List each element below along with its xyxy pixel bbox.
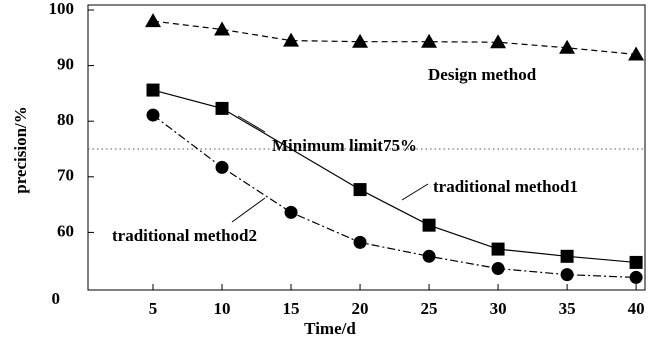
series-label: traditional method1	[433, 177, 578, 196]
marker	[422, 218, 436, 232]
marker	[491, 262, 505, 276]
y-tick-label: 80	[57, 110, 74, 129]
x-tick-label: 10	[214, 299, 231, 318]
marker	[421, 33, 438, 48]
y-tick-label: 60	[57, 221, 74, 240]
plot-frame	[87, 4, 646, 291]
x-tick-label: 35	[559, 299, 576, 318]
x-axis-label: Time/d	[304, 319, 356, 338]
x-tick-label: 30	[490, 299, 507, 318]
marker	[352, 33, 369, 48]
series-label: traditional method2	[112, 226, 257, 245]
series-line	[152, 20, 637, 56]
marker	[491, 242, 505, 256]
x-tick-label: 15	[283, 299, 300, 318]
y-axis-label: precision/%	[11, 106, 30, 194]
reference-label: Minimum limit75%	[272, 136, 417, 155]
marker	[628, 46, 645, 61]
series-line	[152, 114, 637, 279]
y-tick-label: 70	[57, 166, 74, 185]
x-tick-label: 40	[628, 299, 645, 318]
marker	[629, 255, 643, 269]
marker	[560, 249, 574, 263]
marker	[145, 13, 162, 28]
y-tick-label: 100	[49, 0, 75, 18]
x-tick-label: 5	[149, 299, 158, 318]
marker	[214, 21, 231, 36]
marker	[353, 183, 367, 197]
leader-line	[237, 115, 266, 133]
marker	[422, 249, 436, 263]
marker	[490, 34, 507, 49]
marker	[215, 160, 229, 174]
series-label: Design method	[428, 65, 537, 84]
leader-line	[401, 183, 429, 201]
marker	[559, 39, 576, 54]
marker	[283, 32, 300, 47]
marker	[284, 205, 298, 219]
marker	[353, 235, 367, 249]
leader-line	[231, 197, 266, 223]
marker	[215, 101, 229, 115]
marker	[146, 83, 160, 97]
x-tick-label: 20	[352, 299, 369, 318]
y-origin-label: 0	[52, 289, 61, 308]
marker	[560, 268, 574, 282]
y-tick-label: 90	[57, 55, 74, 74]
marker	[629, 270, 643, 284]
marker	[146, 108, 160, 122]
x-tick-label: 25	[421, 299, 438, 318]
